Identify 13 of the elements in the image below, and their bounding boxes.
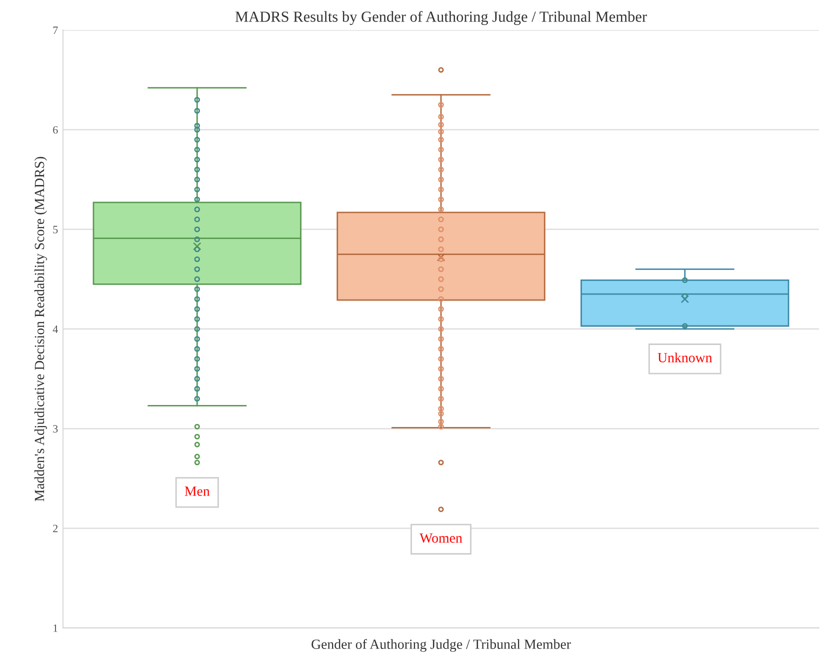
x-tick-label: Men [184, 486, 210, 496]
y-tick-label: 3 [53, 425, 58, 433]
x-tick-label: Women [420, 533, 462, 543]
y-tick-label: 6 [53, 126, 58, 134]
y-tick-label: 5 [53, 226, 58, 234]
x-tick-label: Unknown [658, 352, 712, 362]
y-tick-label: 7 [53, 26, 58, 34]
y-axis-title: Madden's Adjudicative Decision Readability Score (MADRS) [34, 156, 48, 502]
x-axis-title: Gender of Authoring Judge / Tribunal Member [312, 639, 571, 652]
y-tick-label: 4 [52, 326, 58, 333]
chart-title: MADRS Results by Gender of Authoring Judge / Tribunal Member [235, 10, 647, 26]
y-tick-label: 1 [54, 624, 58, 632]
y-tick-label: 2 [53, 524, 58, 532]
